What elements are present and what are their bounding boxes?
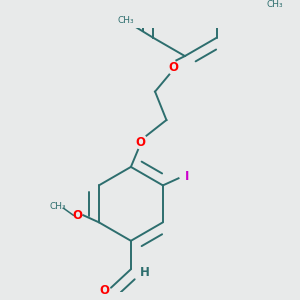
Text: CH₃: CH₃	[50, 202, 66, 211]
Text: O: O	[73, 209, 82, 222]
Text: I: I	[185, 170, 189, 183]
Text: CH₃: CH₃	[118, 16, 134, 25]
Text: H: H	[140, 266, 149, 279]
Text: O: O	[169, 61, 178, 74]
Text: O: O	[136, 136, 146, 149]
Text: CH₃: CH₃	[267, 0, 283, 9]
Text: O: O	[99, 284, 109, 297]
